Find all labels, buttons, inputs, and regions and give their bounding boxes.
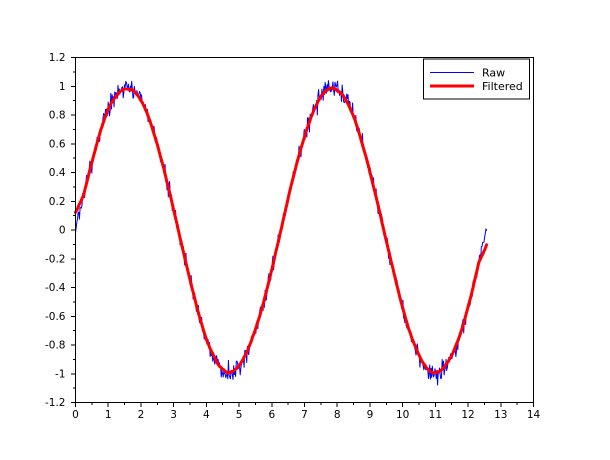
x-tick-label: 2 — [138, 409, 145, 421]
x-tick-label: 5 — [236, 409, 243, 421]
x-axis-ticks — [75, 402, 534, 407]
x-tick-label: 0 — [72, 409, 79, 421]
x-tick-label: 1 — [105, 409, 112, 421]
x-tick-label: 6 — [268, 409, 275, 421]
y-tick-label: 1.2 — [49, 52, 66, 64]
y-tick-label: 0.6 — [49, 138, 66, 150]
y-tick-label: -1 — [55, 368, 65, 380]
y-tick-label: 1 — [59, 81, 66, 93]
y-tick-label: -1.2 — [45, 397, 66, 409]
legend-box — [423, 58, 530, 100]
y-tick-label: -0.2 — [45, 253, 66, 265]
legend-label-filtered: Filtered — [482, 80, 523, 93]
x-tick-label: 9 — [367, 409, 374, 421]
series-group — [74, 80, 489, 386]
filtered-series-line — [74, 86, 489, 375]
y-tick-label: 0.8 — [49, 110, 66, 122]
x-axis-tick-labels: 0 1 2 3 4 5 6 7 8 9 10 11 12 13 14 — [72, 409, 540, 421]
x-tick-label: 13 — [494, 409, 507, 421]
y-tick-label: 0.2 — [49, 196, 66, 208]
x-tick-label: 11 — [429, 409, 442, 421]
x-tick-label: 10 — [396, 409, 409, 421]
x-tick-label: 14 — [527, 409, 541, 421]
x-tick-label: 4 — [203, 409, 210, 421]
y-tick-label: 0 — [59, 225, 66, 237]
x-tick-label: 3 — [170, 409, 177, 421]
x-tick-label: 8 — [334, 409, 341, 421]
y-tick-label: -0.8 — [45, 340, 66, 352]
y-axis-tick-labels: -1.2 -1 -0.8 -0.6 -0.4 -0.2 0 0.2 0.4 0.6 0.8 1 1.2 — [45, 52, 66, 409]
x-tick-label: 12 — [461, 409, 474, 421]
y-axis-ticks — [71, 57, 76, 403]
legend-label-raw: Raw — [482, 67, 505, 80]
y-tick-label: -0.4 — [45, 282, 66, 294]
y-tick-label: -0.6 — [45, 311, 66, 323]
x-tick-label: 7 — [301, 409, 308, 421]
y-tick-label: 0.4 — [49, 167, 66, 179]
